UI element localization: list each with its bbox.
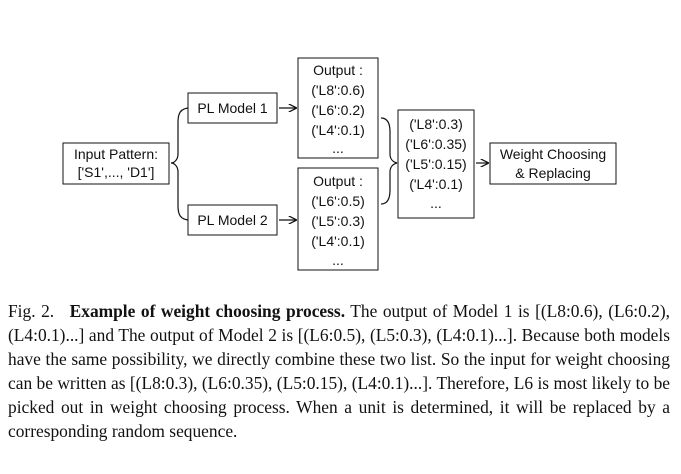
weight-choosing-label: & Replacing — [515, 165, 591, 181]
left-brace — [170, 107, 191, 221]
output-2-line: ('L4':0.1) — [311, 233, 365, 249]
combined-output-box: ('L8':0.3) ('L6':0.35) ('L5':0.15) ('L4'… — [397, 109, 475, 219]
input-pattern-label: Input Pattern: — [74, 146, 158, 162]
output-2-line: ... — [332, 252, 344, 268]
output-2-line: ('L5':0.3) — [311, 213, 365, 229]
output-2-line: Output : — [313, 173, 363, 189]
combined-line: ... — [430, 195, 442, 211]
pl-model-1-box: PL Model 1 — [187, 92, 278, 124]
output-2-line: ('L6':0.5) — [311, 193, 365, 209]
combined-line: ('L8':0.3) — [409, 116, 463, 132]
combined-line: ('L4':0.1) — [409, 176, 463, 192]
output-1-line: ... — [332, 140, 344, 156]
caption-label: Fig. 2. — [8, 301, 55, 321]
output-1-line: Output : — [313, 62, 363, 78]
pl-model-2-label: PL Model 2 — [197, 212, 268, 228]
output-1-box: Output : ('L8':0.6) ('L6':0.2) ('L4':0.1… — [297, 57, 379, 159]
output-1-line: ('L6':0.2) — [311, 102, 365, 118]
output-2-box: Output : ('L6':0.5) ('L5':0.3) ('L4':0.1… — [297, 167, 379, 271]
caption-title: Example of weight choosing process. — [69, 301, 346, 321]
input-pattern-box: Input Pattern: ['S1',..., 'D1'] — [62, 142, 170, 185]
combined-line: ('L6':0.35) — [405, 136, 466, 152]
pl-model-2-box: PL Model 2 — [187, 204, 278, 236]
output-1-line: ('L4':0.1) — [311, 122, 365, 138]
figure-caption: Fig. 2. Example of weight choosing proce… — [8, 299, 670, 443]
input-pattern-value: ['S1',..., 'D1'] — [78, 164, 155, 180]
caption-body: The output of Model 1 is [(L8:0.6), (L6:… — [8, 301, 671, 441]
combined-line: ('L5':0.15) — [405, 156, 466, 172]
weight-choosing-diagram: Input Pattern: ['S1',..., 'D1'] PL Model… — [62, 57, 617, 271]
weight-choosing-label: Weight Choosing — [500, 146, 606, 162]
output-1-line: ('L8':0.6) — [311, 82, 365, 98]
weight-choosing-box: Weight Choosing & Replacing — [489, 142, 617, 185]
pl-model-1-label: PL Model 1 — [197, 100, 268, 116]
right-brace — [380, 117, 398, 205]
